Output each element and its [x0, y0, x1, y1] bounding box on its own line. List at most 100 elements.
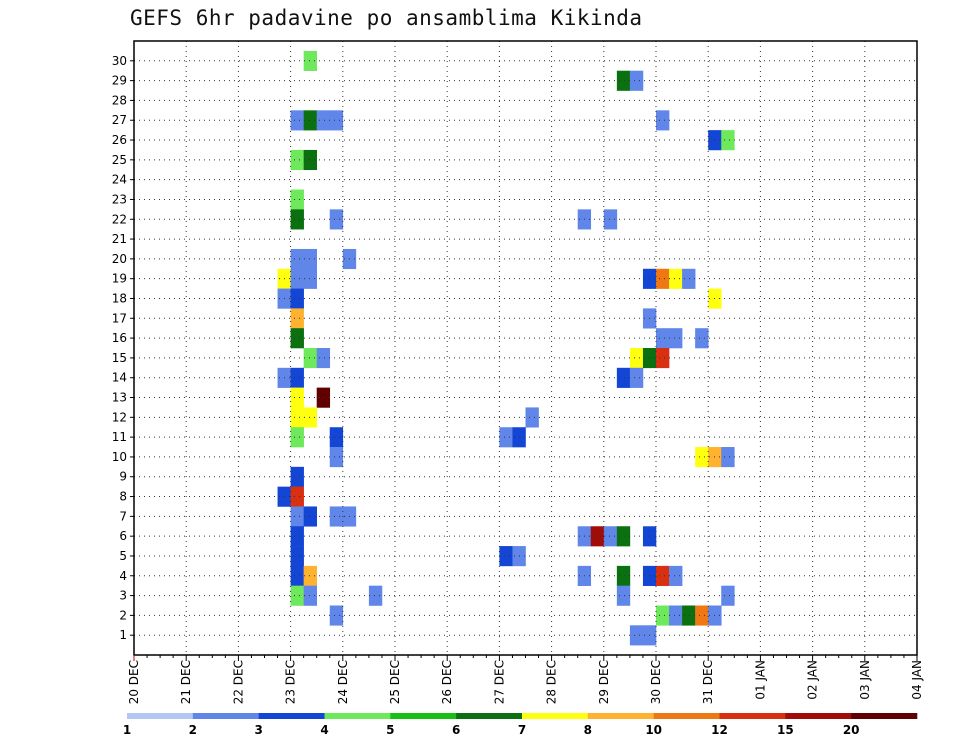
precip-cell-m15-s40	[656, 348, 670, 369]
y-tick-label: 20	[112, 252, 127, 266]
legend-swatch	[456, 713, 523, 719]
precip-cell-m27-s15	[329, 110, 344, 131]
legend-swatch	[851, 713, 918, 719]
precip-cell-m6-s37	[616, 526, 631, 547]
legend-swatch	[653, 713, 720, 719]
legend-swatch	[258, 713, 325, 719]
precip-cell-m14-s38	[629, 367, 644, 388]
precip-cell-m11-s12	[290, 427, 304, 448]
chart-title: GEFS 6hr padavine po ansamblima Kikinda	[130, 6, 643, 30]
precip-cell-m30-s13	[303, 50, 317, 72]
legend-label: 10	[645, 723, 662, 737]
x-tick-label: 24 DEC	[336, 660, 350, 704]
precip-cell-m10-s15	[329, 447, 344, 468]
legend-label: 4	[320, 723, 328, 737]
precip-cell-m25-s12	[290, 149, 304, 171]
y-tick-label: 3	[119, 589, 127, 603]
precip-cell-m15-s38	[629, 348, 644, 369]
x-tick-label: 03 JAN	[858, 660, 872, 700]
y-tick-label: 12	[112, 410, 127, 424]
precip-cell-m3-s12	[290, 585, 304, 606]
y-tick-label: 13	[112, 391, 127, 405]
y-tick-label: 29	[112, 74, 127, 88]
precip-cell-m5-s12	[290, 546, 304, 567]
precip-cell-m7-s12	[290, 506, 304, 527]
y-tick-label: 10	[112, 450, 127, 464]
precip-cell-m26-s45	[721, 130, 735, 151]
legend-label: 15	[777, 723, 794, 737]
y-tick-label: 5	[119, 549, 127, 563]
precip-cell-m22-s12	[290, 209, 304, 230]
precip-cell-m27-s12	[290, 110, 304, 131]
y-tick-label: 16	[112, 331, 127, 345]
legend-swatch	[785, 713, 852, 719]
precip-cell-m19-s41	[669, 268, 683, 289]
precip-cell-m8-s12	[290, 486, 304, 507]
legend-label: 20	[843, 723, 860, 737]
precip-cell-m19-s42	[682, 268, 696, 289]
precip-cell-m29-s38	[629, 70, 644, 91]
y-tick-label: 27	[112, 113, 127, 127]
precip-cell-m4-s41	[669, 565, 683, 586]
precip-cell-m16-s43	[695, 328, 709, 349]
precip-cell-m16-s41	[669, 328, 683, 349]
legend: 1 2 3 4 5 6 7 8 10 12 15 20	[123, 713, 918, 737]
y-tick-label: 9	[119, 470, 127, 484]
precip-cell-m1-s38	[629, 625, 644, 646]
precip-cell-m7-s13	[303, 506, 317, 527]
x-tick-label: 02 JAN	[806, 660, 820, 700]
y-tick-label: 1	[119, 628, 127, 642]
legend-swatch	[587, 713, 654, 719]
precip-cell-m27-s13	[303, 110, 317, 131]
y-tick-label: 4	[119, 569, 127, 583]
grid-layer	[134, 41, 917, 655]
precip-cell-m3-s45	[721, 585, 735, 606]
legend-label: 12	[711, 723, 728, 737]
precip-cell-m11-s15	[329, 427, 344, 448]
precip-cell-m27-s14	[316, 110, 331, 131]
y-tick-label: 25	[112, 153, 127, 167]
x-tick-label: 28 DEC	[545, 660, 559, 704]
precip-cell-m15-s13	[303, 348, 317, 369]
cells-layer	[277, 50, 735, 646]
y-tick-label: 28	[112, 93, 127, 107]
x-tick-label: 22 DEC	[231, 660, 245, 704]
precip-cell-m4-s40	[656, 565, 670, 586]
precip-cell-m10-s45	[721, 447, 735, 468]
precip-cell-m19-s13	[303, 268, 317, 289]
x-tick-label: 29 DEC	[597, 660, 611, 704]
legend-swatch	[719, 713, 786, 719]
legend-swatch	[390, 713, 457, 719]
legend-swatch	[324, 713, 391, 719]
precip-cell-m2-s15	[329, 605, 344, 626]
precip-cell-m12-s12	[290, 407, 304, 428]
precip-cell-m6-s35	[590, 526, 605, 547]
precip-cell-m2-s43	[695, 605, 709, 626]
x-tick-label: 26 DEC	[440, 660, 454, 704]
precip-cell-m13-s14	[316, 387, 331, 408]
precip-cell-m4-s12	[290, 565, 304, 586]
legend-swatch	[192, 713, 259, 719]
y-tick-label: 14	[112, 371, 127, 385]
x-tick-label: 04 JAN	[910, 660, 924, 700]
precip-cell-m12-s13	[303, 407, 317, 428]
precip-cell-m2-s41	[669, 605, 683, 626]
precip-cell-m12-s30	[525, 407, 539, 428]
x-tick-label: 23 DEC	[284, 660, 298, 704]
precip-cell-m15-s14	[316, 348, 331, 369]
y-tick-label: 24	[112, 173, 127, 187]
y-tick-label: 15	[112, 351, 127, 365]
precip-cell-m6-s12	[290, 526, 304, 547]
precip-cell-m10-s43	[695, 447, 709, 468]
precip-cell-m2-s40	[656, 605, 670, 626]
precip-cell-m20-s12	[290, 248, 304, 270]
legend-label: 2	[189, 723, 197, 737]
precip-cell-m7-s15	[329, 506, 344, 527]
precip-cell-m4-s13	[303, 565, 317, 586]
legend-label: 3	[254, 723, 262, 737]
y-tick-label: 23	[112, 192, 127, 206]
y-tick-label: 7	[119, 509, 127, 523]
y-tick-label: 18	[112, 291, 127, 305]
y-tick-label: 8	[119, 490, 127, 504]
